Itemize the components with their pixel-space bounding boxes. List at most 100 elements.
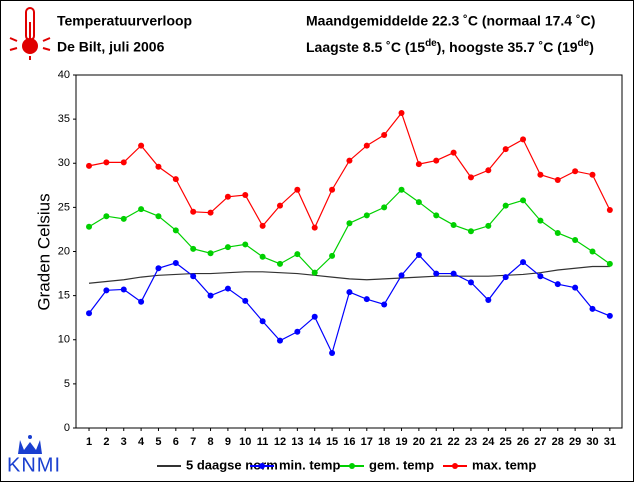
data-point: [259, 318, 266, 325]
data-point: [224, 193, 231, 200]
data-point: [242, 192, 249, 199]
data-point: [259, 253, 266, 260]
data-point: [224, 244, 231, 251]
data-point: [155, 265, 162, 272]
data-point: [311, 269, 318, 276]
summary: Maandgemiddelde 22.3 ˚C (normaal 17.4 ˚C…: [306, 13, 595, 29]
data-point: [207, 209, 214, 216]
data-point: [363, 212, 370, 219]
data-point: [502, 202, 509, 209]
x-tick-label: 15: [326, 436, 338, 448]
data-point: [398, 109, 405, 116]
data-point: [120, 159, 127, 166]
data-point: [381, 132, 388, 139]
data-point: [589, 171, 596, 178]
data-point: [224, 285, 231, 292]
data-point: [450, 270, 457, 277]
data-point: [207, 292, 214, 299]
data-point: [363, 142, 370, 149]
data-point: [311, 224, 318, 231]
x-tick-label: 28: [552, 436, 564, 448]
x-tick-label: 13: [291, 436, 303, 448]
data-point: [537, 273, 544, 280]
legend-label: 5 daagse norm: [186, 457, 278, 472]
data-point: [606, 312, 613, 319]
x-tick-label: 16: [343, 436, 355, 448]
data-point: [450, 222, 457, 229]
data-point: [572, 168, 579, 175]
extremes-part: ), hoogste 35.7 ˚C (19: [437, 39, 578, 55]
data-point: [415, 199, 422, 206]
y-tick-label: 30: [58, 157, 70, 169]
data-point: [502, 274, 509, 281]
data-point: [433, 212, 440, 219]
x-tick-label: 5: [155, 436, 161, 448]
data-point: [190, 208, 197, 215]
data-point: [329, 349, 336, 356]
data-point: [103, 213, 110, 220]
data-point: [589, 305, 596, 312]
x-tick-label: 12: [274, 436, 286, 448]
y-tick-label: 10: [58, 334, 70, 346]
extremes-sup: de: [578, 38, 590, 49]
x-tick-label: 31: [604, 436, 616, 448]
x-tick-label: 18: [378, 436, 390, 448]
data-point: [329, 186, 336, 193]
data-point: [190, 245, 197, 252]
y-tick-label: 35: [58, 113, 70, 125]
data-point: [242, 241, 249, 248]
data-point: [363, 296, 370, 303]
data-point: [554, 281, 561, 288]
x-tick-label: 21: [430, 436, 442, 448]
data-point: [276, 337, 283, 344]
data-point: [467, 174, 474, 181]
data-point: [294, 251, 301, 258]
x-tick-label: 17: [361, 436, 373, 448]
data-point: [537, 217, 544, 224]
data-point: [329, 252, 336, 259]
x-tick-label: 22: [447, 436, 459, 448]
x-tick-label: 8: [207, 436, 213, 448]
data-point: [346, 289, 353, 296]
legend-marker: [349, 463, 355, 469]
x-tick-label: 6: [173, 436, 179, 448]
y-tick-label: 0: [64, 422, 70, 434]
data-point: [520, 197, 527, 204]
data-point: [138, 142, 145, 149]
legend-label: min. temp: [279, 457, 340, 472]
data-point: [207, 250, 214, 257]
x-tick-label: 11: [257, 436, 269, 448]
data-point: [294, 328, 301, 335]
data-point: [242, 297, 249, 304]
x-tick-label: 24: [482, 436, 495, 448]
x-tick-label: 4: [138, 436, 145, 448]
data-point: [606, 207, 613, 214]
data-point: [259, 222, 266, 229]
series-line: [88, 265, 610, 284]
data-point: [346, 157, 353, 164]
data-point: [346, 220, 353, 227]
data-point: [572, 284, 579, 291]
x-tick-label: 23: [465, 436, 477, 448]
x-tick-label: 3: [121, 436, 127, 448]
x-tick-label: 29: [569, 436, 581, 448]
data-point: [120, 215, 127, 222]
extremes-sup: de: [425, 38, 437, 49]
data-point: [138, 206, 145, 213]
x-tick-label: 9: [225, 436, 231, 448]
data-point: [589, 248, 596, 255]
y-tick-label: 5: [64, 378, 70, 390]
data-point: [138, 298, 145, 305]
data-point: [520, 136, 527, 143]
x-tick-label: 20: [413, 436, 425, 448]
x-tick-label: 25: [500, 436, 512, 448]
data-point: [172, 176, 179, 183]
x-tick-label: 7: [190, 436, 196, 448]
data-point: [86, 223, 93, 230]
data-point: [467, 228, 474, 235]
x-tick-label: 2: [103, 436, 109, 448]
data-point: [433, 157, 440, 164]
